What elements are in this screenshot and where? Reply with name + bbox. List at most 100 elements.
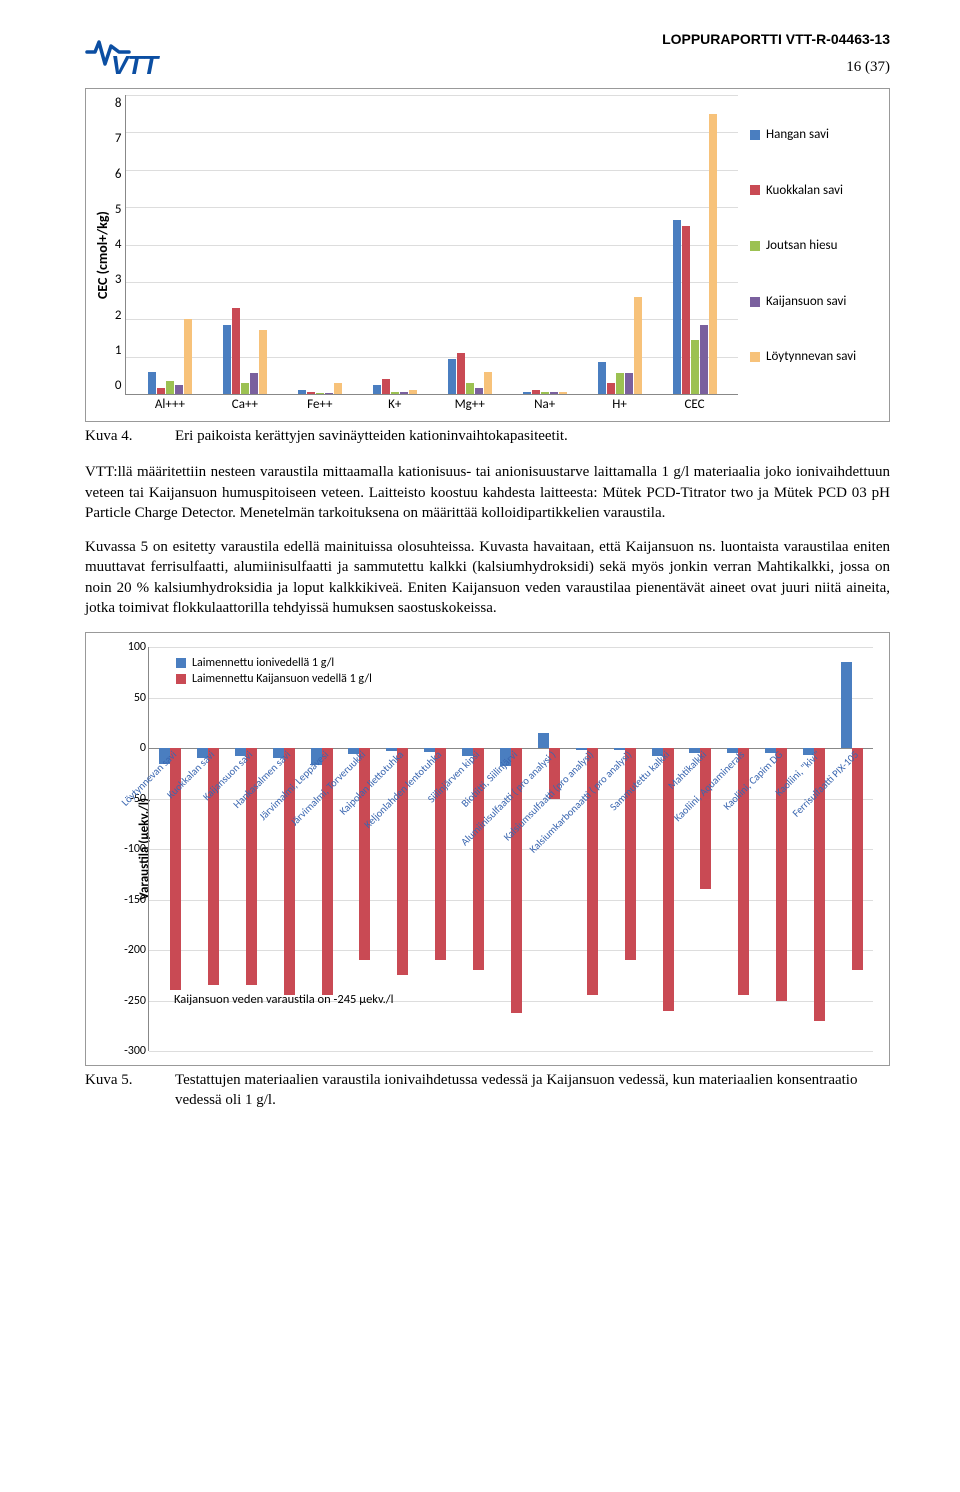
bar: [157, 388, 165, 394]
caption-text: Eri paikoista kerättyjen savinäytteiden …: [175, 426, 890, 446]
bar: [538, 733, 549, 748]
y-axis-label: CEC (cmol+/kg): [92, 95, 115, 415]
legend-item: Laimennettu Kaijansuon vedellä 1 g/l: [176, 671, 372, 687]
legend-item: Joutsan hiesu: [750, 237, 879, 255]
bar-group: [507, 95, 582, 394]
bar: [709, 114, 717, 394]
vtt-logo: VTT: [85, 30, 205, 80]
x-axis: Al+++Ca++Fe++K+Mg++Na+H+CEC: [126, 396, 738, 414]
page-number: 16 (37): [662, 57, 890, 77]
bar: [700, 748, 711, 889]
bar: [550, 392, 558, 394]
legend: Hangan savi Kuokkalan savi Joutsan hiesu Ka…: [738, 95, 883, 415]
caption-label: Kuva 5.: [85, 1070, 147, 1111]
bar-group: [432, 95, 507, 394]
bar: [175, 385, 183, 394]
plot-area: Al+++Ca++Fe++K+Mg++Na+H+CEC: [125, 95, 738, 395]
bar-group: Kaoliini, Aquaminerals: [719, 647, 757, 1051]
legend-item: Hangan savi: [750, 126, 879, 144]
legend-item: Kuokkalan savi: [750, 182, 879, 200]
bar: [598, 362, 606, 394]
bar: [241, 383, 249, 394]
bar: [409, 390, 417, 394]
bar: [382, 379, 390, 394]
bar-group: Mahtikalkki: [681, 647, 719, 1051]
y-axis-ticks: 100500-50-100-150-200-250-300: [116, 647, 146, 1051]
bar-group: [657, 95, 732, 394]
bar-group: Kalsiumkarbonaatti ( pro analysi): [606, 647, 644, 1051]
bar-group: Hankasalmen savi: [265, 647, 303, 1051]
bar: [325, 393, 333, 394]
varaustila-chart-container: Varaustila (µekv./l)100500-50-100-150-20…: [85, 632, 890, 1066]
bar: [484, 372, 492, 394]
bar: [559, 392, 567, 394]
bar: [673, 220, 681, 394]
bar: [223, 325, 231, 394]
legend: Laimennettu ionivedellä 1 g/lLaimennettu…: [174, 653, 374, 689]
bar-group: [357, 95, 432, 394]
bar: [373, 385, 381, 394]
body-text: VTT:llä määritettiin nesteen varaustila …: [85, 462, 890, 618]
paragraph-2: Kuvassa 5 on esitetty varaustila edellä …: [85, 537, 890, 618]
report-id: LOPPURAPORTTI VTT-R-04463-13: [662, 30, 890, 49]
bar: [391, 392, 399, 394]
cec-bar-chart: CEC (cmol+/kg)876543210Al+++Ca++Fe++K+Mg…: [92, 95, 883, 415]
bar: [532, 390, 540, 394]
figure-5-caption: Kuva 5. Testattujen materiaalien varaust…: [85, 1070, 890, 1111]
bar-group: Järvimalmi, Leppävesi: [303, 647, 341, 1051]
bar: [607, 383, 615, 394]
varaustila-bar-chart: Varaustila (µekv./l)100500-50-100-150-20…: [92, 639, 883, 1059]
bar-group: Kalsiumsulfaatti (pro analysi): [568, 647, 606, 1051]
bar: [523, 392, 531, 394]
bar: [400, 392, 408, 394]
bar: [475, 388, 483, 394]
paragraph-1: VTT:llä määritettiin nesteen varaustila …: [85, 462, 890, 523]
cec-chart-container: CEC (cmol+/kg)876543210Al+++Ca++Fe++K+Mg…: [85, 88, 890, 422]
bar: [541, 392, 549, 394]
bar: [852, 748, 863, 970]
bar-group: [132, 95, 207, 394]
header-text: LOPPURAPORTTI VTT-R-04463-13 16 (37): [662, 30, 890, 77]
bar-group: Biotiitti, Siilinjärvi: [492, 647, 530, 1051]
bar: [841, 662, 852, 748]
bar: [448, 359, 456, 395]
bar: [625, 373, 633, 394]
bar: [148, 372, 156, 394]
bar: [184, 319, 192, 394]
bar: [316, 393, 324, 394]
legend-item: Kaijansuon savi: [750, 293, 879, 311]
legend-item: Löytynnevan savi: [750, 348, 879, 366]
bar-group: Sammutettu kalkki: [644, 647, 682, 1051]
bar: [250, 373, 258, 394]
bar: [457, 353, 465, 394]
bar-group: Siilinjärven kipsi: [454, 647, 492, 1051]
bar: [700, 325, 708, 394]
bar-group: [582, 95, 657, 394]
bar: [691, 340, 699, 394]
bar: [307, 392, 315, 394]
bar-group: Ferrisulfaatti PIX-105: [833, 647, 871, 1051]
bar: [634, 297, 642, 394]
plot-area: Löytynnevan saviKuokkalan saviKaijansuon…: [148, 647, 873, 1051]
bar-group: Kaijansuon savi: [227, 647, 265, 1051]
chart-footnote: Kaijansuon veden varaustila on -245 µekv…: [174, 992, 393, 1009]
bar: [232, 308, 240, 394]
bar-group: Kuokkalan savi: [189, 647, 227, 1051]
bar: [682, 226, 690, 394]
page-header: VTT LOPPURAPORTTI VTT-R-04463-13 16 (37): [85, 30, 890, 80]
bar: [298, 390, 306, 394]
bar: [166, 381, 174, 394]
bar-group: [207, 95, 282, 394]
bar-group: Keljonlahden lentotuhka: [416, 647, 454, 1051]
bar: [466, 383, 474, 394]
caption-text: Testattujen materiaalien varaustila ioni…: [175, 1070, 890, 1111]
bar: [334, 383, 342, 394]
bar-group: Löytynnevan savi: [151, 647, 189, 1051]
bar-group: Kaoliini, "kivi": [795, 647, 833, 1051]
bar: [616, 373, 624, 394]
bar-group: Järvimalmi, Torveruukki: [340, 647, 378, 1051]
y-axis-ticks: 876543210: [115, 95, 126, 415]
svg-text:VTT: VTT: [111, 50, 160, 80]
bar-group: [282, 95, 357, 394]
caption-label: Kuva 4.: [85, 426, 147, 446]
